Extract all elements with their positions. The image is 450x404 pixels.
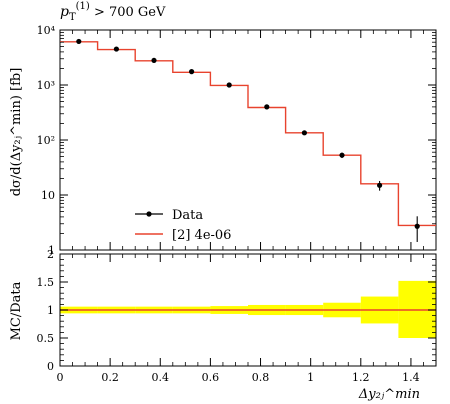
- data-point: [226, 82, 232, 88]
- ratio-xlabel: Δy₂ⱼ^min: [358, 387, 420, 402]
- data-point: [264, 104, 270, 110]
- y-tick-label: 10³: [37, 79, 55, 92]
- cut-label-sub: T: [69, 12, 76, 23]
- legend-data-marker: [146, 211, 152, 217]
- legend-mc-label: [2] 4e-06: [172, 228, 231, 243]
- ratio-y-tick-label: 0.5: [37, 332, 55, 345]
- x-tick-label: 0.6: [202, 371, 220, 384]
- ratio-panel: 0 0.5 1 1.5 2 0 0.2 0.4 0.6 0.8 1 1.2 1.4: [37, 248, 437, 384]
- legend-data-label: Data: [172, 208, 203, 223]
- data-point: [113, 46, 119, 52]
- x-tick-label: 1: [307, 371, 314, 384]
- legend: Data [2] 4e-06: [135, 208, 231, 243]
- data-point: [189, 69, 195, 75]
- ratio-ylabel: MC/Data: [9, 281, 24, 340]
- main-ylabel: dσ/d(Δy₂ⱼ^min) [fb]: [9, 68, 24, 197]
- x-tick-label: 0.8: [252, 371, 270, 384]
- data-point: [339, 152, 345, 158]
- main-frame: [59, 29, 437, 251]
- data-point: [76, 38, 82, 45]
- ratio-y-tick-label: 2: [47, 248, 54, 261]
- cut-label-rest: > 700 GeV: [90, 5, 166, 20]
- x-tick-label: 0.4: [152, 371, 170, 384]
- x-tick-label: 1.2: [352, 371, 370, 384]
- data-point: [151, 57, 157, 64]
- ratio-y-tick-label: 0: [47, 360, 54, 373]
- ratio-y-tick-label: 1.5: [37, 276, 55, 289]
- cut-label-main: p: [60, 4, 69, 20]
- ratio-y-tick-label: 1: [47, 304, 54, 317]
- cut-label-sup: (1): [76, 1, 90, 12]
- data-point: [377, 182, 383, 188]
- y-tick-label: 10²: [37, 134, 55, 147]
- main-panel: 1 10 10² 10³ 10⁴: [37, 24, 437, 257]
- data-point: [301, 130, 307, 136]
- y-tick-label: 10: [41, 189, 55, 202]
- x-tick-label: 0: [57, 371, 64, 384]
- y-tick-label: 1: [48, 244, 55, 257]
- mc-histogram: [60, 41, 436, 227]
- x-tick-label: 1.4: [402, 371, 420, 384]
- y-tick-label: 10⁴: [37, 24, 56, 37]
- x-tick-label: 0.2: [101, 371, 119, 384]
- data-point: [414, 223, 420, 229]
- cut-label: pT(1) > 700 GeV: [60, 1, 166, 23]
